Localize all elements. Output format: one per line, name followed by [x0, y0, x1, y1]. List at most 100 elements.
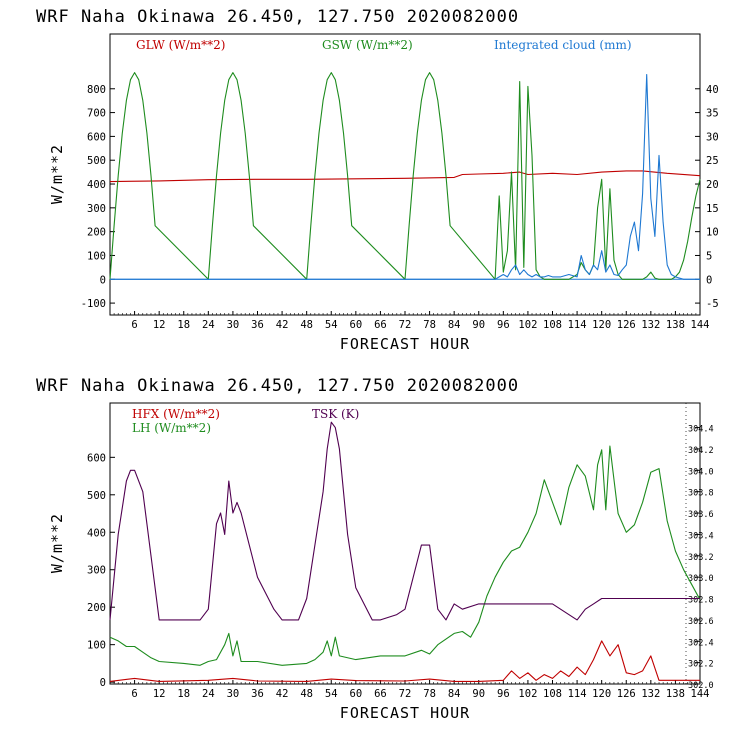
top-x-tick-label: 90: [472, 319, 485, 331]
top-y-left-tick-label: 300: [87, 203, 106, 215]
bottom-series-tsk-line: [109, 421, 700, 621]
bottom-series-lh-line: [109, 445, 701, 666]
bottom-series-group: [109, 421, 701, 682]
bottom-y-left-tick-label: 400: [87, 527, 106, 539]
top-y-left-tick-label: 200: [87, 227, 106, 239]
bottom-x-tick-label: 66: [374, 688, 387, 700]
bottom-y-right-tick-label: 302.6: [688, 617, 714, 627]
bottom-x-tick-label: 108: [543, 688, 562, 700]
top-x-tick-label: 144: [691, 319, 710, 331]
bottom-x-tick-label: 120: [592, 688, 611, 700]
top-x-tick-label: 42: [276, 319, 289, 331]
bottom-y-right-tick-label: 303.2: [688, 553, 714, 563]
top-x-tick-label: 96: [497, 319, 510, 331]
top-y-right-tick-label: 5: [706, 250, 712, 262]
top-chart-title: WRF Naha Okinawa 26.450, 127.750 2020082…: [36, 7, 519, 27]
top-x-tick-label: 78: [423, 319, 436, 331]
top-series-gsw-line: [109, 72, 701, 280]
bottom-x-tick-label: 42: [276, 688, 289, 700]
bottom-y-right-tick-label: 304.0: [688, 467, 714, 477]
top-y-right-tick-label: 10: [706, 227, 719, 239]
bottom-y-left-tick-label: 100: [87, 640, 106, 652]
top-y-axis-label: W/m**2: [48, 144, 66, 204]
bottom-chart-title: WRF Naha Okinawa 26.450, 127.750 2020082…: [36, 376, 519, 396]
bottom-y-right-tick-label: 303.8: [688, 489, 714, 499]
bottom-y-right-tick-label: 302.8: [688, 596, 714, 606]
bottom-x-tick-label: 48: [300, 688, 313, 700]
top-x-tick-label: 18: [177, 319, 190, 331]
bottom-plot-frame: [109, 402, 701, 685]
bottom-x-tick-label: 54: [325, 688, 338, 700]
bottom-y-right-tick-label: 303.6: [688, 510, 714, 520]
top-y-left-tick-label: 100: [87, 250, 106, 262]
bottom-y-right-tick-label: 304.2: [688, 446, 714, 456]
top-x-tick-label: 138: [666, 319, 685, 331]
top-x-tick-label: 114: [568, 319, 587, 331]
bottom-y-right-tick-label: 303.0: [688, 574, 714, 584]
top-y-left-tick-label: 700: [87, 108, 106, 120]
top-y-left-tick-label: 500: [87, 155, 106, 167]
top-x-tick-label: 36: [251, 319, 264, 331]
top-y-right-tick-label: 40: [706, 84, 719, 96]
top-series-group: [109, 72, 701, 280]
bottom-x-tick-label: 30: [227, 688, 240, 700]
bottom-y-left-tick-label: 0: [100, 677, 106, 689]
top-x-tick-label: 48: [300, 319, 313, 331]
top-y-left-tick-label: 400: [87, 179, 106, 191]
legend-glw: GLW (W/m**2): [136, 38, 225, 52]
bottom-x-tick-label: 114: [568, 688, 587, 700]
top-y-right-tick-label: 25: [706, 155, 719, 167]
bottom-x-tick-label: 6: [131, 688, 137, 700]
top-y-right-tick-label: -5: [706, 298, 719, 310]
legend-hfx: HFX (W/m**2): [132, 407, 220, 421]
bottom-x-tick-label: 24: [202, 688, 215, 700]
bottom-x-tick-label: 126: [617, 688, 636, 700]
top-series-integrated-line: [110, 73, 700, 280]
top-x-tick-label: 108: [543, 319, 562, 331]
bottom-y-right-tick-label: 302.2: [688, 660, 714, 670]
bottom-y-left-tick-label: 600: [87, 452, 106, 464]
top-x-tick-label: 60: [350, 319, 363, 331]
bottom-x-tick-label: 78: [423, 688, 436, 700]
bottom-y-right-tick-label: 304.4: [688, 425, 714, 435]
legend-gsw: GSW (W/m**2): [322, 38, 413, 52]
top-y-right-tick-label: 20: [706, 179, 719, 191]
top-x-tick-label: 66: [374, 319, 387, 331]
bottom-x-tick-label: 132: [641, 688, 660, 700]
top-x-tick-label: 126: [617, 319, 636, 331]
top-x-tick-label: 120: [592, 319, 611, 331]
top-panel: WRF Naha Okinawa 26.450, 127.750 2020082…: [36, 7, 719, 353]
top-y-right-tick-label: 30: [706, 131, 719, 143]
bottom-y-axis-label: W/m**2: [48, 513, 66, 573]
bottom-x-tick-label: 36: [251, 688, 264, 700]
bottom-series-hfx-line: [109, 640, 700, 682]
bottom-x-tick-label: 96: [497, 688, 510, 700]
top-x-tick-label: 72: [399, 319, 412, 331]
bottom-panel: WRF Naha Okinawa 26.450, 127.750 2020082…: [36, 376, 714, 722]
bottom-x-tick-label: 90: [472, 688, 485, 700]
bottom-axes: 6 12 18 24 30 36 42 48 54 60 66 72 78 84 90 96 102 108 114…: [87, 403, 714, 700]
top-x-tick-label: 132: [641, 319, 660, 331]
bottom-x-tick-label: 18: [177, 688, 190, 700]
legend-lh: LH (W/m**2): [132, 421, 211, 435]
top-y-left-tick-label: 600: [87, 131, 106, 143]
top-y-left-tick-label: 0: [100, 274, 106, 286]
bottom-x-tick-label: 72: [399, 688, 412, 700]
top-x-tick-label: 102: [518, 319, 537, 331]
bottom-x-axis-label: FORECAST HOUR: [340, 704, 470, 722]
top-x-tick-label: 84: [448, 319, 461, 331]
top-y-left-tick-label: -100: [81, 298, 106, 310]
top-series-glw-line: [109, 170, 701, 183]
legend-tsk: TSK (K): [312, 407, 359, 421]
bottom-x-tick-label: 12: [153, 688, 166, 700]
bottom-x-tick-label: 138: [666, 688, 685, 700]
top-y-right-tick-label: 0: [706, 274, 712, 286]
top-x-tick-label: 12: [153, 319, 166, 331]
top-x-tick-label: 30: [227, 319, 240, 331]
top-x-tick-label: 6: [131, 319, 137, 331]
bottom-y-right-tick-label: 302.4: [688, 638, 714, 648]
top-axes: 6 12 18 24 30 36 42 48 54 60 66 72 78 84 90 96 102 108 114…: [81, 84, 719, 331]
top-x-tick-label: 24: [202, 319, 215, 331]
